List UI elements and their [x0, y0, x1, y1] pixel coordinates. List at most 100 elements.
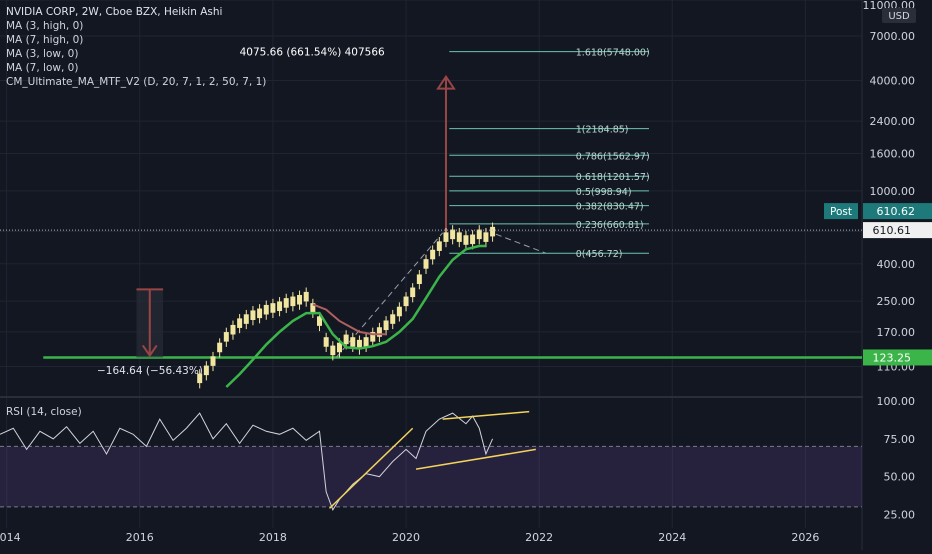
y-tick-label: 170.00 — [877, 326, 916, 339]
indicator-ma-3-high[interactable]: MA (3, high, 0) — [6, 20, 84, 32]
rsi-band-fill — [0, 446, 862, 507]
indicator-cm-ultimate[interactable]: CM_Ultimate_MA_MTF_V2 (D, 20, 7, 1, 2, 5… — [6, 76, 267, 88]
measure-up-label: 4075.66 (661.54%) 407566 — [240, 47, 385, 59]
price-candle[interactable] — [430, 249, 436, 260]
price-candle[interactable] — [470, 234, 476, 245]
fib-label-1: 1(2184.85) — [576, 125, 629, 136]
x-tick-label-2022: 2022 — [525, 531, 553, 544]
price-candle[interactable] — [370, 332, 376, 342]
price-candle[interactable] — [277, 301, 283, 312]
price-candle[interactable] — [223, 332, 229, 342]
x-tick-label-2018: 2018 — [259, 531, 287, 544]
price-axis-background — [863, 0, 932, 550]
measure-down-label: −164.64 (−56.43%) — [97, 365, 203, 377]
price-candle[interactable] — [197, 373, 203, 384]
price-candle[interactable] — [310, 303, 316, 313]
price-candle[interactable] — [343, 334, 349, 345]
price-candle[interactable] — [257, 308, 263, 319]
price-candle[interactable] — [303, 291, 309, 302]
currency-label: USD — [888, 11, 910, 22]
indicator-ma-3-low[interactable]: MA (3, low, 0) — [6, 48, 79, 60]
price-candle[interactable] — [456, 232, 462, 242]
currency-badge[interactable] — [882, 8, 916, 23]
price-candle[interactable] — [450, 229, 456, 240]
price-candle[interactable] — [376, 327, 382, 337]
projection-dashed-down — [495, 233, 547, 254]
price-candle[interactable] — [283, 298, 289, 308]
x-tick-label-2024: 2024 — [658, 531, 686, 544]
price-candle[interactable] — [336, 342, 342, 353]
price-candle[interactable] — [317, 316, 323, 326]
price-candle[interactable] — [403, 296, 409, 307]
ma-red-line[interactable] — [312, 303, 387, 336]
price-candle[interactable] — [330, 345, 336, 356]
support-price-label: 123.25 — [873, 351, 912, 364]
price-candle[interactable] — [203, 365, 209, 376]
rsi-y-tick-label: 100.00 — [877, 395, 916, 408]
price-candle[interactable] — [290, 296, 296, 307]
price-candle[interactable] — [483, 232, 489, 242]
price-candle[interactable] — [356, 339, 362, 350]
current-price-badge[interactable] — [863, 222, 932, 239]
fib-label-3: 0.618(1201.57) — [576, 172, 650, 183]
y-tick-label: 2400.00 — [870, 115, 916, 128]
post-price-label: 610.62 — [877, 205, 916, 218]
price-candle[interactable] — [390, 314, 396, 324]
price-candle[interactable] — [210, 356, 216, 366]
price-candle[interactable] — [436, 241, 442, 251]
indicator-ma-7-low[interactable]: MA (7, low, 0) — [6, 62, 79, 74]
price-candle[interactable] — [463, 235, 469, 245]
fib-label-7: 0(456.72) — [576, 249, 623, 260]
support-price-badge[interactable] — [863, 349, 932, 366]
price-candle[interactable] — [363, 337, 369, 347]
x-tick-label-2020: 2020 — [392, 531, 420, 544]
rsi-y-tick-label: 50.00 — [884, 471, 916, 484]
indicator-ma-7-high[interactable]: MA (7, high, 0) — [6, 34, 84, 46]
price-candle[interactable] — [230, 324, 236, 335]
y-tick-label: 250.00 — [877, 295, 916, 308]
y-tick-label: 1000.00 — [870, 185, 916, 198]
price-candle[interactable] — [396, 306, 402, 317]
price-candle[interactable] — [416, 274, 422, 285]
fib-label-2: 0.786(1562.97) — [576, 151, 650, 162]
rsi-trendline-0[interactable] — [328, 427, 414, 509]
price-candle[interactable] — [383, 320, 389, 331]
price-candle[interactable] — [270, 303, 276, 313]
post-price-badge[interactable] — [863, 203, 932, 220]
rsi-trendline-2[interactable] — [415, 448, 536, 470]
price-candle[interactable] — [350, 337, 356, 347]
post-tag-badge[interactable] — [824, 203, 858, 220]
price-candle[interactable] — [476, 229, 482, 240]
price-candle[interactable] — [323, 337, 329, 347]
post-tag-label: Post — [830, 206, 852, 218]
rsi-trendline-1[interactable] — [442, 410, 530, 420]
rsi-title: RSI (14, close) — [6, 406, 82, 418]
rsi-pane[interactable] — [0, 410, 862, 512]
ma-green-line[interactable] — [225, 244, 486, 388]
price-candle[interactable] — [250, 310, 256, 320]
price-candle[interactable] — [237, 318, 243, 328]
price-candle[interactable] — [243, 314, 249, 324]
rsi-line[interactable] — [0, 412, 494, 512]
y-tick-label: 1600.00 — [870, 147, 916, 160]
price-candle[interactable] — [423, 259, 429, 269]
price-candle[interactable] — [490, 226, 496, 237]
price-candle[interactable] — [217, 342, 223, 353]
price-pane[interactable]: −164.64 (−56.43%) 4075.66 (661.54%) 40756… — [0, 47, 862, 389]
price-candle[interactable] — [263, 304, 269, 315]
price-candle[interactable] — [443, 232, 449, 242]
price-candle[interactable] — [410, 287, 416, 298]
rsi-y-tick-label: 25.00 — [884, 508, 916, 521]
y-tick-label: 4000.00 — [870, 75, 916, 88]
y-tick-label: 400.00 — [877, 258, 916, 271]
fib-label-5: 0.382(830.47) — [576, 202, 644, 213]
fib-label-6: 0.236(660.81) — [576, 220, 644, 231]
price-candle[interactable] — [297, 294, 303, 305]
rsi-y-tick-label: 75.00 — [884, 433, 916, 446]
chart-title: NVIDIA CORP, 2W, Cboe BZX, Heikin Ashi — [6, 6, 223, 18]
